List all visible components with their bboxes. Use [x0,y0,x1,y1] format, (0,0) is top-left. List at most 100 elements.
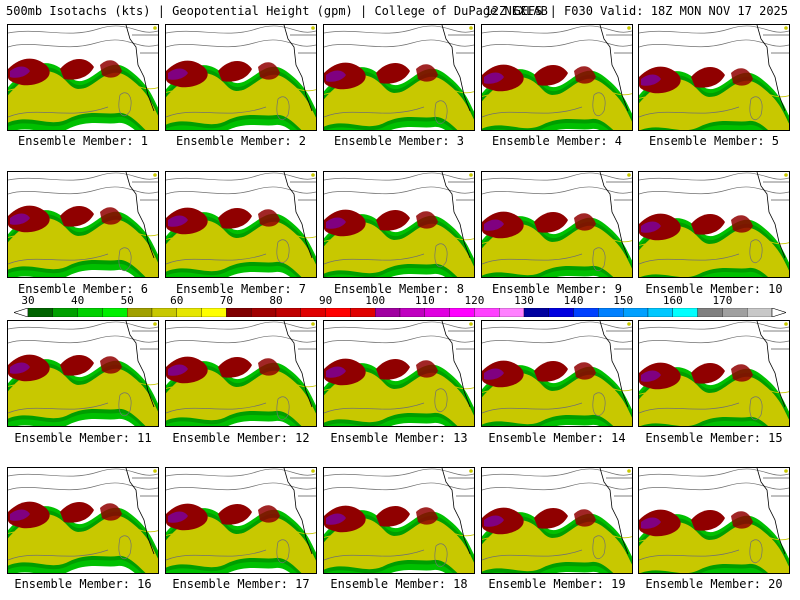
header-run-info: 12Z GEFS | F030 Valid: 18Z MON NOV 17 20… [484,4,788,18]
ensemble-member-map [323,320,475,427]
colorbar-swatch [300,308,326,317]
ensemble-member-label: Ensemble Member: 20 [645,577,783,591]
colorbar-tick-label: 40 [70,294,85,307]
jet-stream-map [324,468,474,573]
ensemble-member-map [7,320,159,427]
colorbar-tick-label: 30 [21,294,35,307]
ensemble-member-map [638,320,790,427]
figure-header: 500mb Isotachs (kts) | Geopotential Heig… [0,0,800,22]
colorbar-tick-label: 80 [269,294,283,307]
colorbar-labels: 30 40 50 60 70 80 90 100 110 120 130 140 150 160 170 [14,295,786,306]
jet-stream-map [166,321,316,426]
header-title: 500mb Isotachs (kts) | Geopotential Heig… [6,4,548,18]
ensemble-member-map [323,467,475,574]
ensemble-member-map [7,24,159,131]
colorbar-swatch [548,308,574,317]
ensemble-member-label: Ensemble Member: 13 [330,431,468,445]
ensemble-member-map [165,467,317,574]
jet-stream-map [8,172,158,277]
ensemble-member-map [7,467,159,574]
jet-stream-map [166,468,316,573]
jet-stream-map [639,172,789,277]
jet-stream-map [324,321,474,426]
ensemble-member-map [638,171,790,278]
jet-stream-map [324,172,474,277]
ensemble-member-label: Ensemble Member: 2 [175,134,307,148]
ensemble-member-map [638,24,790,131]
ensemble-member-map [165,171,317,278]
colorbar-swatch [424,308,450,317]
ensemble-member-label: Ensemble Member: 14 [488,431,626,445]
colorbar-swatch [697,308,723,317]
colorbar-tick-label: 120 [464,294,485,307]
ensemble-member-map [323,171,475,278]
colorbar-swatch [598,308,624,317]
colorbar-swatch [151,308,177,317]
ensemble-member-map [7,171,159,278]
ensemble-member-label: Ensemble Member: 16 [14,577,152,591]
ensemble-member-label: Ensemble Member: 7 [175,282,307,296]
ensemble-member-map [165,320,317,427]
colorbar-swatch [474,308,500,317]
colorbar-swatch [102,308,128,317]
ensemble-member-label: Ensemble Member: 4 [491,134,623,148]
colorbar-tick-label: 90 [318,294,333,307]
colorbar-swatch [449,308,475,317]
jet-stream-map [166,172,316,277]
ensemble-member-map [481,24,633,131]
colorbar-tick-label: 60 [170,294,184,307]
colorbar-tick-label: 150 [613,294,634,307]
colorbar-swatch [350,308,376,317]
colorbar-swatch [523,308,549,317]
colorbar-swatch [201,308,227,317]
colorbar-swatch [623,308,649,317]
colorbar-swatch [52,308,78,317]
colorbar-swatch [672,308,698,317]
colorbar-low-arrow [14,308,29,317]
ensemble-member-map [481,320,633,427]
jet-stream-map [8,321,158,426]
colorbar-tick-label: 170 [712,294,733,307]
jet-stream-map [482,172,632,277]
jet-stream-map [482,321,632,426]
jet-stream-map [324,25,474,130]
colorbar-swatch [275,308,301,317]
ensemble-member-label: Ensemble Member: 10 [645,282,783,296]
ensemble-member-label: Ensemble Member: 11 [14,431,152,445]
colorbar-tick-label: 140 [563,294,584,307]
ensemble-member-label: Ensemble Member: 6 [17,282,149,296]
ensemble-member-label: Ensemble Member: 17 [172,577,310,591]
colorbar-tick-label: 130 [514,294,534,307]
colorbar-swatch [127,308,153,317]
ensemble-member-label: Ensemble Member: 5 [648,134,780,148]
jet-stream-map [166,25,316,130]
colorbar-tick-label: 50 [120,294,134,307]
colorbar-swatch [647,308,673,317]
ensemble-member-map [323,24,475,131]
ensemble-member-map [638,467,790,574]
jet-stream-map [8,25,158,130]
ensemble-member-label: Ensemble Member: 15 [645,431,783,445]
jet-stream-map [639,25,789,130]
colorbar-swatch [499,308,525,317]
ensemble-member-map [481,171,633,278]
isotach-colorbar: 30 40 50 60 70 80 90 100 110 120 130 140 150 160 170 [14,295,786,320]
colorbar-swatch [747,308,773,317]
jet-stream-map [482,468,632,573]
jet-stream-map [482,25,632,130]
ensemble-member-label: Ensemble Member: 19 [488,577,626,591]
colorbar-swatch [77,308,103,317]
colorbar-swatch [176,308,202,317]
colorbar-swatch [573,308,599,317]
ensemble-member-label: Ensemble Member: 9 [491,282,623,296]
colorbar-swatch [325,308,351,317]
ensemble-member-map [165,24,317,131]
ensemble-member-label: Ensemble Member: 1 [17,134,149,148]
ensemble-member-label: Ensemble Member: 18 [330,577,468,591]
colorbar-swatch [399,308,425,317]
ensemble-member-label: Ensemble Member: 3 [333,134,465,148]
colorbar-swatch [251,308,277,317]
colorbar-tick-label: 100 [365,294,386,307]
colorbar-swatch [226,308,252,317]
colorbar-tick-label: 70 [219,294,234,307]
